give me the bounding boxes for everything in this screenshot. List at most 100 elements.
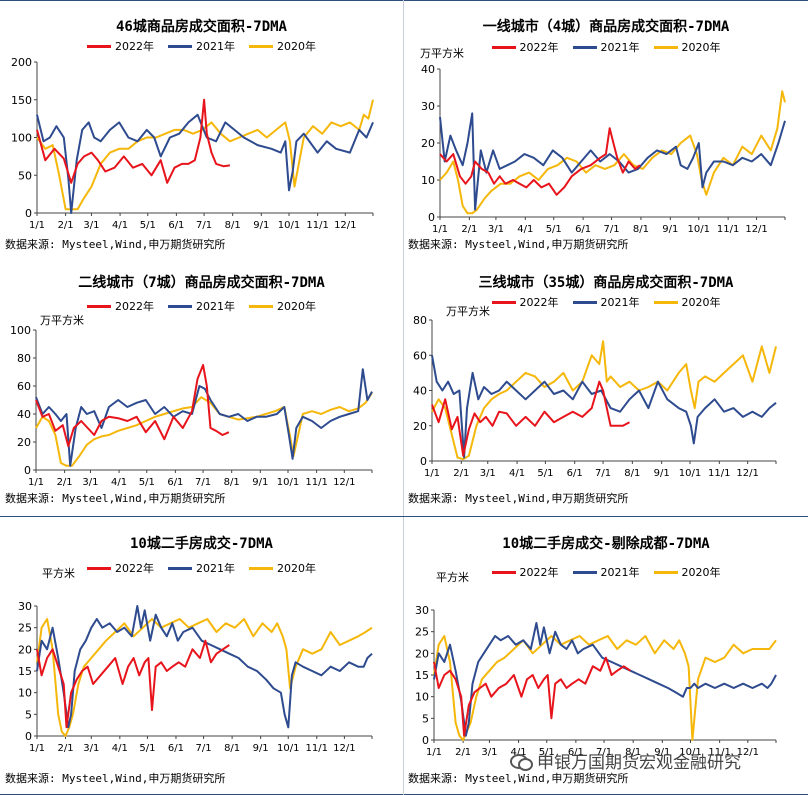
series-line-2021 — [36, 113, 374, 214]
x-tick-label: 3/1 — [82, 477, 98, 488]
legend-label-2020: 2020年 — [277, 40, 316, 53]
legend-label-2022: 2022年 — [519, 41, 559, 54]
legend-label-2020: 2020年 — [681, 41, 721, 54]
y-tick-label: 40 — [17, 408, 31, 421]
chart-legend: 2022年 2021年 2020年 — [404, 294, 808, 310]
x-tick-label: 7/1 — [195, 477, 211, 488]
legend-swatch-2022 — [491, 300, 516, 304]
chart-title: 一线城市（4城）商品房成交面积-7DMA — [482, 19, 730, 35]
source-note: 数据来源: Mysteel,Wind,申万期货研究所 — [5, 772, 226, 785]
legend-item-2020: 2020年 — [249, 38, 316, 54]
series-line-2020 — [35, 392, 373, 467]
series-line-2020 — [431, 340, 777, 461]
y-tick-label: 5 — [422, 712, 429, 725]
y-tick-label: 0 — [24, 464, 31, 477]
legend-label-2022: 2022年 — [115, 300, 154, 313]
x-tick-label: 12/1 — [334, 220, 356, 231]
x-tick-label: 11/1 — [717, 224, 739, 235]
y-tick-label: 80 — [17, 352, 31, 365]
legend-swatch-2020 — [249, 566, 273, 570]
x-tick-label: 4/1 — [509, 468, 525, 479]
x-tick-label: 10/1 — [679, 468, 701, 479]
legend-swatch-2021 — [168, 44, 192, 48]
x-tick-label: 3/1 — [480, 468, 496, 479]
x-tick-label: 1/1 — [29, 220, 45, 231]
x-tick-label: 9/1 — [252, 477, 268, 488]
x-tick-label: 2/1 — [453, 468, 469, 479]
line-chart-46-cities: 0 50 100 150 200 1/1 2/1 3/1 4/1 5/1 6/1 7/1 8/1 9/1 1… — [11, 56, 374, 231]
y-tick-label: 0 — [420, 455, 427, 468]
legend-label-2021: 2021年 — [196, 562, 235, 575]
legend-item-2020: 2020年 — [653, 294, 721, 310]
x-tick-label: 5/1 — [537, 468, 553, 479]
x-tick-label: 8/1 — [625, 747, 641, 758]
y-tick-label: 5 — [25, 708, 32, 721]
source-note: 数据来源: Mysteel,Wind,申万期货研究所 — [5, 238, 226, 251]
legend-label-2020: 2020年 — [277, 300, 316, 313]
unit-label: 万平方米 — [40, 314, 84, 327]
x-tick-label: 4/1 — [111, 477, 127, 488]
y-tick-label: 40 — [413, 385, 427, 398]
x-tick-label: 10/1 — [277, 743, 299, 754]
series-line-2022 — [36, 639, 230, 729]
x-tick-label: 9/1 — [662, 224, 678, 235]
x-tick-label: 4/1 — [112, 220, 128, 231]
x-tick-label: 2/1 — [455, 747, 471, 758]
x-tick-label: 3/1 — [83, 743, 99, 754]
chart-title: 三线城市（35城）商品房成交面积-7DMA — [478, 275, 734, 291]
x-tick-label: 6/1 — [575, 224, 591, 235]
legend-item-2022: 2022年 — [87, 560, 154, 576]
x-tick-label: 7/1 — [596, 747, 612, 758]
series-line-2021 — [439, 112, 786, 211]
y-tick-label: 200 — [11, 56, 32, 69]
series-line-2021 — [35, 368, 373, 467]
series-line-2021 — [433, 622, 777, 737]
y-tick-label: 25 — [18, 622, 32, 635]
y-tick-label: 20 — [413, 420, 427, 433]
legend-swatch-2022 — [87, 44, 111, 48]
x-tick-label: 11/1 — [306, 220, 328, 231]
x-tick-label: 2/1 — [57, 743, 73, 754]
legend-swatch-2022 — [491, 570, 516, 574]
y-tick-label: 40 — [421, 63, 435, 76]
x-tick-label: 6/1 — [167, 477, 183, 488]
x-tick-label: 11/1 — [708, 747, 730, 758]
legend-item-2022: 2022年 — [491, 294, 559, 310]
chart-legend: 2022年 2021年 2020年 — [0, 38, 403, 54]
y-tick-label: 80 — [413, 314, 427, 327]
legend-label-2022: 2022年 — [115, 562, 154, 575]
series-line-2021 — [36, 605, 373, 729]
y-tick-label: 10 — [421, 174, 435, 187]
chart-legend: 2022年 2021年 2020年 — [404, 564, 808, 580]
x-tick-label: 11/1 — [305, 477, 327, 488]
x-tick-label: 10/1 — [278, 220, 300, 231]
legend-item-2022: 2022年 — [87, 38, 154, 54]
x-tick-label: 3/1 — [83, 220, 99, 231]
chart-panel-secondhand-excl-chengdu: 10城二手房成交-剔除成都-7DMA 2022年 2021年 2020年 平方米… — [404, 517, 808, 795]
series-line-2022 — [35, 364, 230, 448]
y-tick-label: 50 — [18, 169, 32, 182]
line-chart-tier2-cities: 0 20 40 60 80 100 1/1 2/1 3/1 4/1 5/1 6/1 7/1 8/1 9/1 1… — [10, 324, 373, 488]
x-tick-label: 9/1 — [654, 747, 670, 758]
x-tick-label: 3/1 — [488, 224, 504, 235]
x-tick-label: 2/1 — [58, 220, 74, 231]
y-tick-label: 60 — [413, 349, 427, 362]
legend-swatch-2021 — [168, 304, 192, 308]
y-tick-label: 100 — [10, 324, 31, 337]
x-tick-label: 10/1 — [679, 747, 701, 758]
wechat-icon — [510, 752, 533, 771]
x-tick-label: 4/1 — [517, 224, 533, 235]
legend-item-2022: 2022年 — [491, 39, 559, 55]
legend-swatch-2020 — [249, 44, 273, 48]
x-tick-label: 5/1 — [139, 743, 155, 754]
x-tick-label: 7/1 — [196, 743, 212, 754]
legend-label-2021: 2021年 — [600, 296, 640, 309]
legend-swatch-2021 — [572, 300, 597, 304]
legend-label-2021: 2021年 — [600, 566, 640, 579]
source-note: 数据来源: Mysteel,Wind,申万期货研究所 — [408, 238, 629, 251]
legend-item-2021: 2021年 — [168, 560, 235, 576]
legend-item-2022: 2022年 — [491, 564, 559, 580]
x-tick-label: 12/1 — [736, 468, 758, 479]
x-tick-label: 8/1 — [225, 220, 241, 231]
legend-swatch-2021 — [572, 45, 597, 49]
